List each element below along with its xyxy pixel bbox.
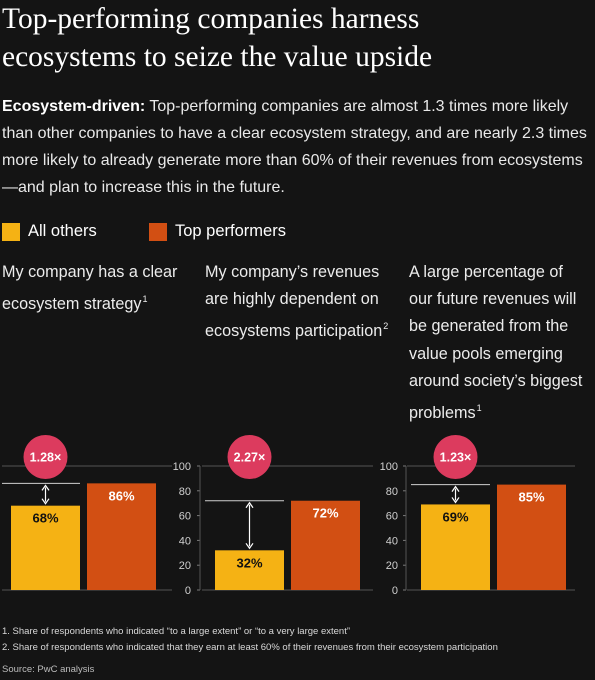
chart-1-value-label-top-performers: 86% [108, 488, 134, 503]
title-line-2: ecosystems to seize the value upside [2, 41, 433, 73]
chart-2-title: My company’s revenues are highly depende… [205, 259, 395, 346]
chart-3-tick-label-1: 80 [386, 486, 398, 498]
legend-label-top-performers: Top performers [175, 222, 286, 240]
chart-3-title: A large percentage of our future revenue… [409, 259, 589, 427]
legend-item-top-performers: Top performers [149, 222, 286, 241]
chart-3-title-text: A large percentage of our future revenue… [409, 263, 583, 423]
chart-3-ratio-label: 1.23× [440, 451, 472, 465]
chart-2-title-text: My company’s revenues are highly depende… [205, 263, 383, 341]
chart-3-tick-label-2: 60 [386, 511, 398, 523]
chart-3-value-label-all-others: 69% [442, 509, 468, 524]
chart-2-tick-label-3: 40 [179, 535, 191, 547]
chart-3-value-label-top-performers: 85% [518, 490, 544, 505]
chart-2-tick-label-4: 20 [179, 560, 191, 572]
legend-label-all-others: All others [28, 222, 97, 240]
footnote-2: 2. Share of respondents who indicated th… [2, 642, 498, 653]
legend-swatch-all-others [2, 222, 20, 241]
legend-swatch-top-performers [149, 222, 167, 241]
footnote-1: 1. Share of respondents who indicated “t… [2, 626, 350, 637]
chart-1-title-text: My company has a clear ecosystem strateg… [2, 263, 178, 314]
chart-2-bar-all-others [215, 550, 284, 590]
chart-3-tick-label-5: 0 [392, 585, 398, 597]
chart-3-bar-top-performers [497, 484, 566, 590]
chart-2-value-label-all-others: 32% [236, 555, 262, 570]
chart-3-gap-arrow-head-top [451, 485, 460, 492]
legend-item-all-others: All others [2, 222, 97, 241]
chart-2-gap-arrow-head-top [245, 501, 254, 509]
chart-2-tick-label-1: 80 [179, 486, 191, 498]
chart-1-gap-arrow-head-bottom [41, 498, 50, 505]
page-title: Top-performing companies harness ecosyst… [2, 0, 592, 76]
chart-1-title: My company has a clear ecosystem strateg… [2, 259, 187, 318]
chart-1-bar-all-others [11, 505, 80, 590]
intro-paragraph: Ecosystem-driven: Top-performing compani… [2, 93, 592, 201]
chart-1-footnote-ref: 1 [142, 294, 148, 305]
chart-3-ratio-bubble [433, 435, 478, 479]
title-line-1: Top-performing companies harness [2, 3, 420, 35]
chart-3-tick-label-4: 20 [386, 560, 398, 572]
intro-bold-lead: Ecosystem-driven: [2, 98, 146, 115]
chart-3-gap-arrow-head-bottom [451, 497, 460, 504]
chart-3-tick-label-0: 100 [380, 461, 398, 473]
chart-2-ratio-bubble [227, 435, 272, 479]
chart-3-footnote-ref: 1 [476, 403, 482, 414]
chart-2-tick-label-2: 60 [179, 511, 191, 523]
intro-text: Top-performing companies are almost 1.3 … [2, 98, 587, 196]
chart-1-ratio-label: 1.28× [30, 451, 62, 465]
chart-1-ratio-bubble [23, 435, 68, 479]
chart-1-value-label-all-others: 68% [32, 511, 58, 526]
chart-2-tick-label-0: 100 [173, 461, 191, 473]
chart-2-value-label-top-performers: 72% [312, 506, 338, 521]
chart-2-footnote-ref: 2 [383, 321, 389, 332]
chart-3-tick-label-3: 40 [386, 535, 398, 547]
source-note: Source: PwC analysis [2, 664, 95, 675]
chart-2-gap-arrow-head-bottom [245, 542, 254, 550]
chart-3-bar-all-others [421, 504, 490, 590]
chart-2-bar-top-performers [291, 500, 360, 590]
chart-1-bar-top-performers [87, 483, 156, 590]
chart-2-ratio-label: 2.27× [234, 451, 266, 465]
chart-1-gap-arrow-head-top [41, 484, 50, 491]
chart-2-tick-label-5: 0 [185, 585, 191, 597]
